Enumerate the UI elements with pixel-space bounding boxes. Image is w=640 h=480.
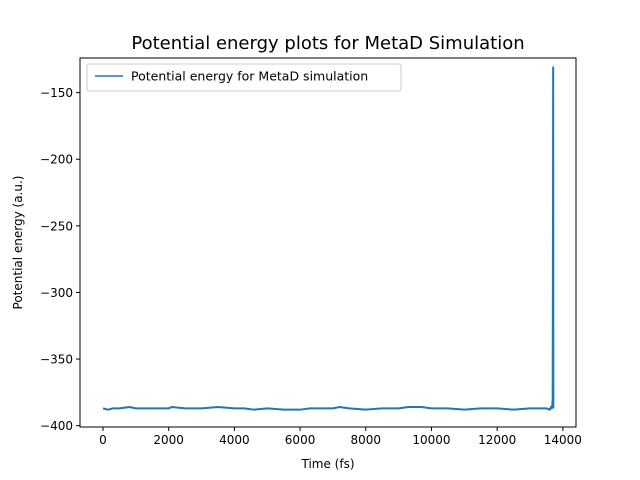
y-tick-label: −200 bbox=[40, 153, 73, 167]
y-tick-label: −250 bbox=[40, 219, 73, 233]
y-tick-label: −300 bbox=[40, 286, 73, 300]
series-line bbox=[102, 66, 555, 411]
legend-entry-label: Potential energy for MetaD simulation bbox=[131, 69, 368, 84]
x-tick-label: 8000 bbox=[351, 433, 382, 447]
x-tick-label: 2000 bbox=[153, 433, 184, 447]
y-tick-label: −150 bbox=[40, 86, 73, 100]
y-tick-label: −400 bbox=[40, 419, 73, 433]
x-tick-label: 6000 bbox=[285, 433, 316, 447]
x-tick-label: 0 bbox=[99, 433, 107, 447]
chart-title: Potential energy plots for MetaD Simulat… bbox=[131, 33, 524, 54]
y-axis-ticks: −400 −350 −300 −250 −200 −150 bbox=[40, 86, 80, 433]
plot-frame bbox=[79, 57, 577, 428]
legend: Potential energy for MetaD simulation bbox=[86, 63, 402, 92]
x-tick-label: 14000 bbox=[544, 433, 582, 447]
x-tick-label: 10000 bbox=[412, 433, 450, 447]
x-axis-label: Time (fs) bbox=[300, 457, 354, 471]
y-tick-label: −350 bbox=[40, 353, 73, 367]
x-axis-ticks: 0 2000 4000 6000 8000 10000 12000 14000 bbox=[99, 427, 582, 447]
x-tick-label: 12000 bbox=[478, 433, 516, 447]
plot-area bbox=[102, 66, 555, 411]
x-tick-label: 4000 bbox=[219, 433, 250, 447]
y-axis-label: Potential energy (a.u.) bbox=[11, 176, 25, 310]
legend-box bbox=[86, 63, 402, 92]
